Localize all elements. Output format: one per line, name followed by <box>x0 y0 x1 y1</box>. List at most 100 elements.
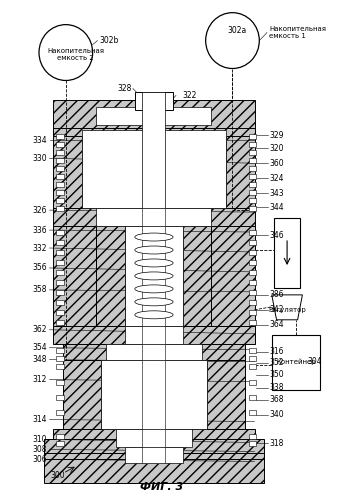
Ellipse shape <box>135 272 173 280</box>
Circle shape <box>206 12 259 68</box>
Ellipse shape <box>135 285 173 293</box>
Bar <box>56 182 64 187</box>
Text: 364: 364 <box>270 320 284 329</box>
Bar <box>143 448 165 464</box>
Bar <box>56 380 64 385</box>
Bar <box>63 360 101 430</box>
Bar <box>56 442 64 447</box>
Bar <box>125 448 183 464</box>
Bar <box>249 260 256 265</box>
Bar <box>249 198 256 203</box>
Text: 354: 354 <box>32 343 47 352</box>
Bar <box>96 226 125 326</box>
Text: 336: 336 <box>32 226 47 235</box>
Text: 350: 350 <box>270 370 284 379</box>
Ellipse shape <box>135 246 173 254</box>
Bar <box>249 230 256 235</box>
Bar <box>56 435 64 440</box>
Text: 308: 308 <box>32 445 47 454</box>
Bar <box>56 356 64 361</box>
Bar <box>143 326 165 344</box>
Bar <box>56 250 64 255</box>
Bar <box>56 260 64 265</box>
Bar <box>207 360 245 430</box>
Bar <box>143 430 165 448</box>
Text: 343: 343 <box>270 189 284 198</box>
Bar <box>249 348 256 353</box>
Bar <box>56 134 64 139</box>
Bar <box>249 290 256 295</box>
Bar <box>249 240 256 245</box>
Circle shape <box>39 24 93 80</box>
Text: 300: 300 <box>51 471 65 480</box>
Bar <box>183 226 211 326</box>
Text: Накопительная
емкость 2: Накопительная емкость 2 <box>47 48 104 61</box>
Bar <box>249 174 256 179</box>
Text: Контейнер: Контейнер <box>276 358 315 365</box>
Polygon shape <box>272 295 302 320</box>
Bar <box>249 166 256 171</box>
Bar <box>63 448 245 464</box>
Text: 360: 360 <box>270 159 284 168</box>
Text: 346: 346 <box>270 231 284 240</box>
Text: 322: 322 <box>183 91 197 100</box>
Text: 310: 310 <box>32 435 47 444</box>
Bar <box>56 240 64 245</box>
Bar <box>53 130 82 210</box>
Bar <box>82 130 226 208</box>
Text: Регулятор: Регулятор <box>268 307 306 313</box>
Bar <box>135 92 173 110</box>
Bar <box>249 150 256 155</box>
Text: 302a: 302a <box>228 26 247 35</box>
Bar <box>53 430 254 448</box>
Bar <box>56 310 64 315</box>
Text: 306: 306 <box>32 455 47 464</box>
Bar <box>53 326 254 344</box>
Text: 330: 330 <box>32 154 47 163</box>
Bar <box>143 92 165 208</box>
Bar <box>96 107 211 125</box>
Bar <box>249 395 256 400</box>
Bar <box>56 280 64 285</box>
Bar <box>143 208 165 226</box>
Text: 304: 304 <box>307 357 321 366</box>
Bar <box>249 280 256 285</box>
Bar <box>44 440 264 454</box>
Bar <box>56 142 64 147</box>
Text: 334: 334 <box>32 136 47 145</box>
Bar <box>249 364 256 369</box>
Bar <box>56 320 64 325</box>
Bar <box>56 198 64 203</box>
Bar <box>56 364 64 369</box>
Bar <box>56 348 64 353</box>
Bar <box>211 226 254 326</box>
Bar <box>53 100 254 130</box>
Text: 312: 312 <box>32 375 47 384</box>
Text: 338: 338 <box>270 383 284 392</box>
Bar <box>56 410 64 415</box>
Text: 344: 344 <box>270 203 284 212</box>
Bar <box>56 190 64 195</box>
Bar <box>56 174 64 179</box>
Text: 386: 386 <box>270 290 284 299</box>
Bar <box>226 130 254 210</box>
Bar <box>249 442 256 447</box>
Bar <box>143 344 165 360</box>
Text: 328: 328 <box>118 84 132 93</box>
Bar <box>125 226 183 326</box>
Text: 362: 362 <box>32 325 47 334</box>
Text: 302b: 302b <box>99 36 119 45</box>
Ellipse shape <box>135 311 173 319</box>
Bar <box>249 320 256 325</box>
Text: 358: 358 <box>32 285 47 294</box>
Bar <box>125 326 183 344</box>
Bar <box>56 166 64 171</box>
Text: 329: 329 <box>270 131 284 140</box>
Bar <box>56 158 64 163</box>
Text: 326: 326 <box>32 206 47 215</box>
Text: 348: 348 <box>32 355 47 364</box>
Bar <box>44 460 264 484</box>
Bar <box>56 230 64 235</box>
Bar <box>106 344 202 360</box>
Bar <box>249 310 256 315</box>
